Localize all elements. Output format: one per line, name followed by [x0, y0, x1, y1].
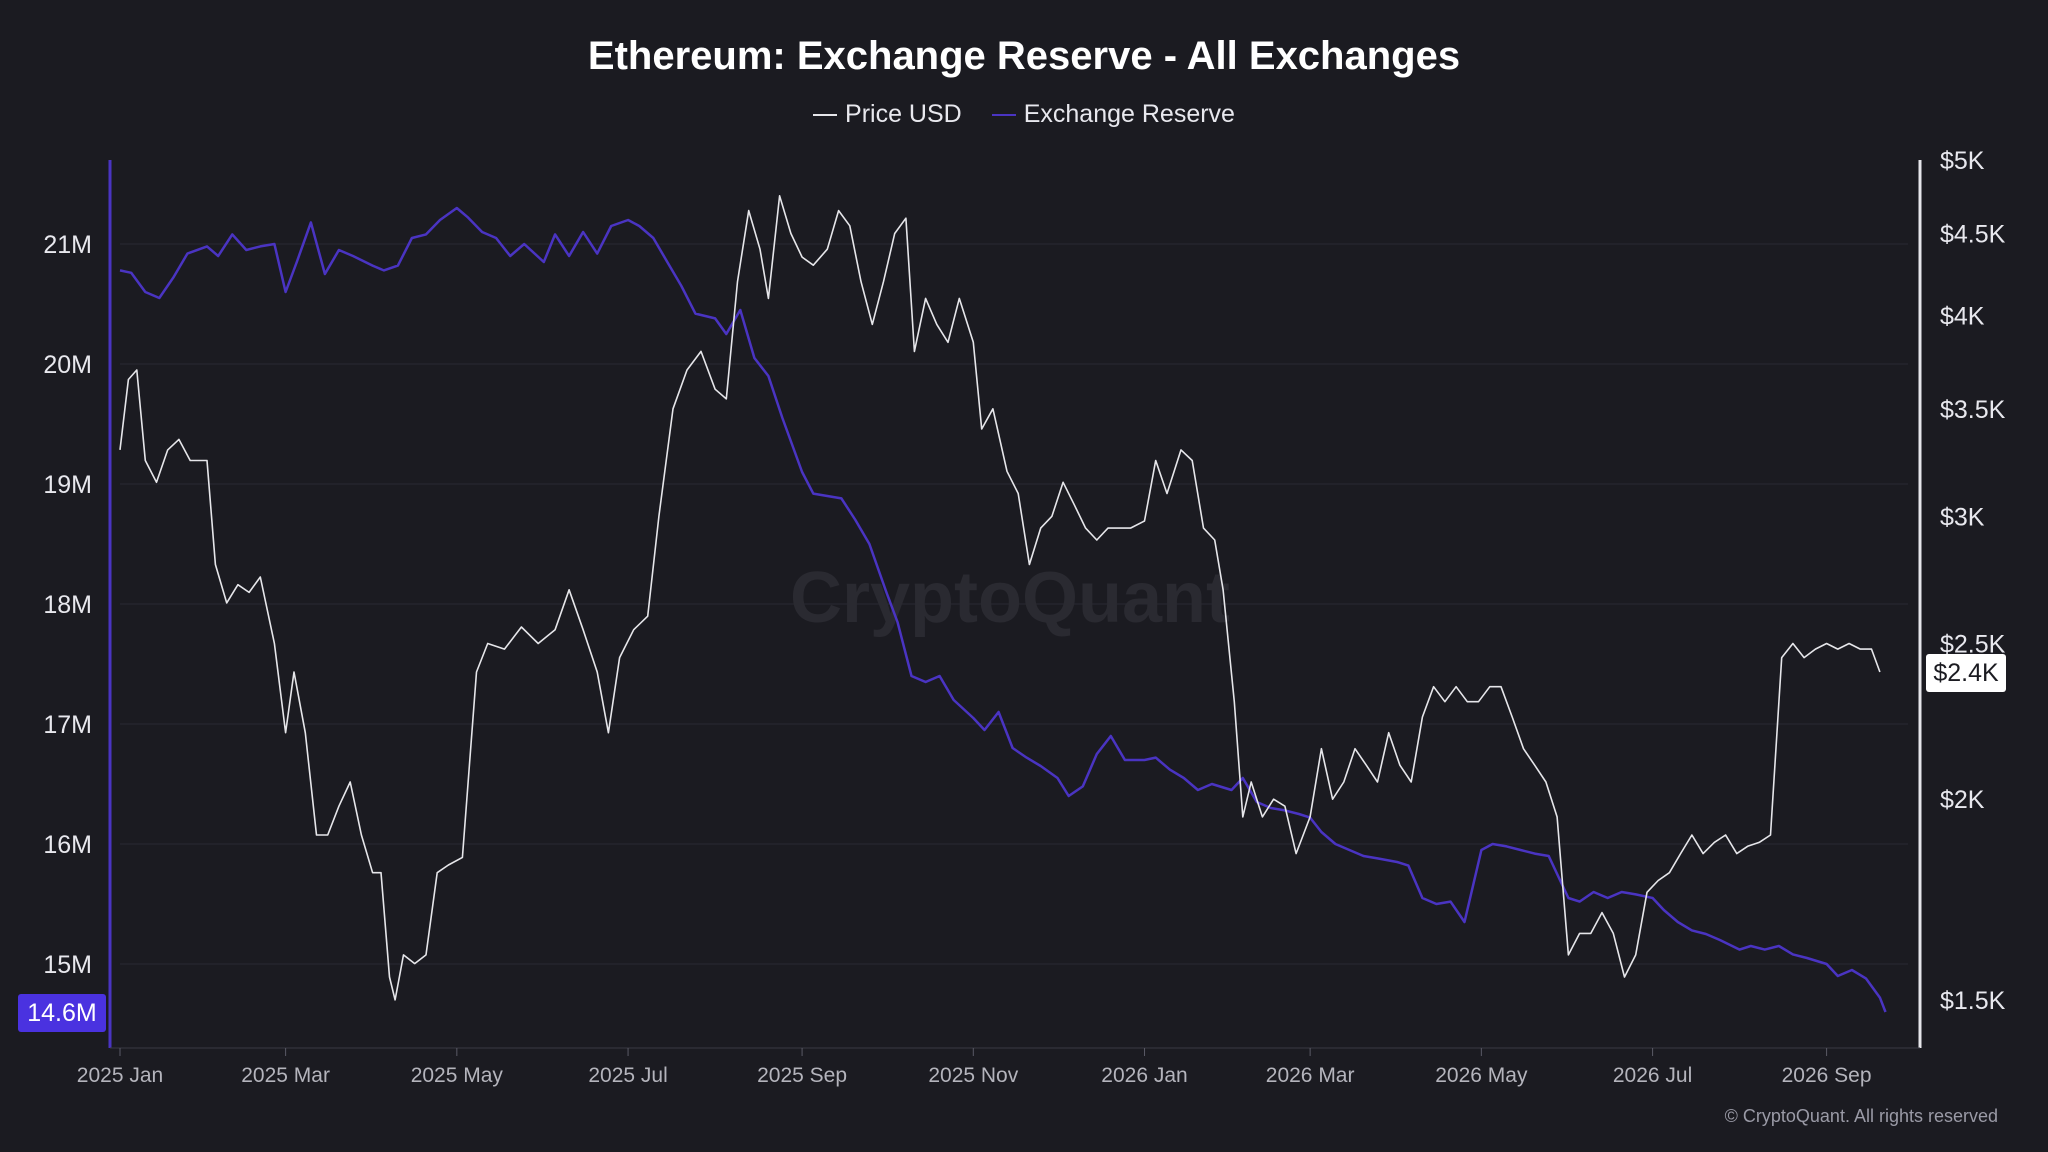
legend-swatch-reserve [991, 113, 1016, 116]
reserve-badge-bg [18, 994, 106, 1032]
legend-item-price[interactable]: Price USD [813, 100, 962, 129]
axes [108, 160, 1922, 1049]
right-y-axis-ticks: $1.5K $2K $2.5K $3K $3.5K $4K $4.5K $5K [1940, 147, 2006, 1015]
right-tick-label: $4K [1940, 303, 1985, 331]
left-tick-label: 17M [43, 711, 92, 739]
exchange-reserve-line [119, 206, 1887, 1013]
x-tick-label: 2026 Sep [1782, 1064, 1872, 1087]
left-tick-label: 20M [43, 351, 92, 379]
left-tick-label: 16M [43, 831, 92, 859]
price-badge-bg [1926, 654, 2006, 693]
right-tick-label: $3K [1940, 503, 1985, 531]
legend-label-price: Price USD [845, 100, 962, 128]
left-tick-label: 19M [43, 471, 92, 499]
left-tick-label: 15M [43, 951, 92, 979]
legend-item-reserve[interactable]: Exchange Reserve [991, 100, 1235, 129]
grid-lines [120, 243, 1908, 965]
x-tick-label: 2025 Nov [928, 1064, 1018, 1087]
watermark-text: CryptoQuant [790, 558, 1230, 638]
reserve-badge-label: 14.6M [27, 999, 96, 1027]
price-badge-label: $2.4K [1933, 659, 1999, 687]
legend-label-reserve: Exchange Reserve [1023, 100, 1235, 128]
x-tick-label: 2026 Mar [1266, 1064, 1355, 1087]
x-tick-label: 2025 Sep [757, 1064, 847, 1087]
x-tick-label: 2026 Jan [1101, 1064, 1187, 1087]
price-series [119, 195, 1881, 1001]
x-tick-label: 2026 Jul [1613, 1064, 1692, 1087]
legend-swatch-price [813, 113, 838, 116]
left-tick-label: 18M [43, 591, 92, 619]
right-tick-label: $1.5K [1940, 987, 2006, 1015]
x-tick-label: 2025 Jul [588, 1064, 667, 1087]
copyright-text: © CryptoQuant. All rights reserved [1724, 1106, 1998, 1126]
right-tick-label: $2.5K [1940, 631, 2006, 659]
x-tick-label: 2025 May [411, 1064, 504, 1087]
x-tick-label: 2026 May [1435, 1064, 1528, 1087]
x-tick-label: 2025 Jan [77, 1064, 163, 1087]
x-axis-ticks: 2025 Jan 2025 Mar 2025 May 2025 Jul 2025 Sep… [77, 1048, 1872, 1087]
chart-title: Ethereum: Exchange Reserve - All Exchang… [587, 34, 1461, 78]
right-tick-label: $3.5K [1940, 396, 2006, 424]
right-tick-label: $2K [1940, 786, 1985, 814]
exchange-reserve-series [119, 206, 1887, 1013]
left-y-axis-ticks: 15M 16M 17M 18M 19M 20M 21M [43, 231, 92, 979]
price-line [119, 195, 1881, 1001]
chart-legend: Price USD Exchange Reserve [0, 100, 2048, 129]
left-tick-label: 21M [43, 231, 92, 259]
x-tick-label: 2025 Mar [241, 1064, 330, 1087]
right-tick-label: $4.5K [1940, 220, 2006, 248]
right-tick-label: $5K [1940, 147, 1985, 175]
current-value-badges: 14.6M $2.4K [18, 654, 2006, 1032]
